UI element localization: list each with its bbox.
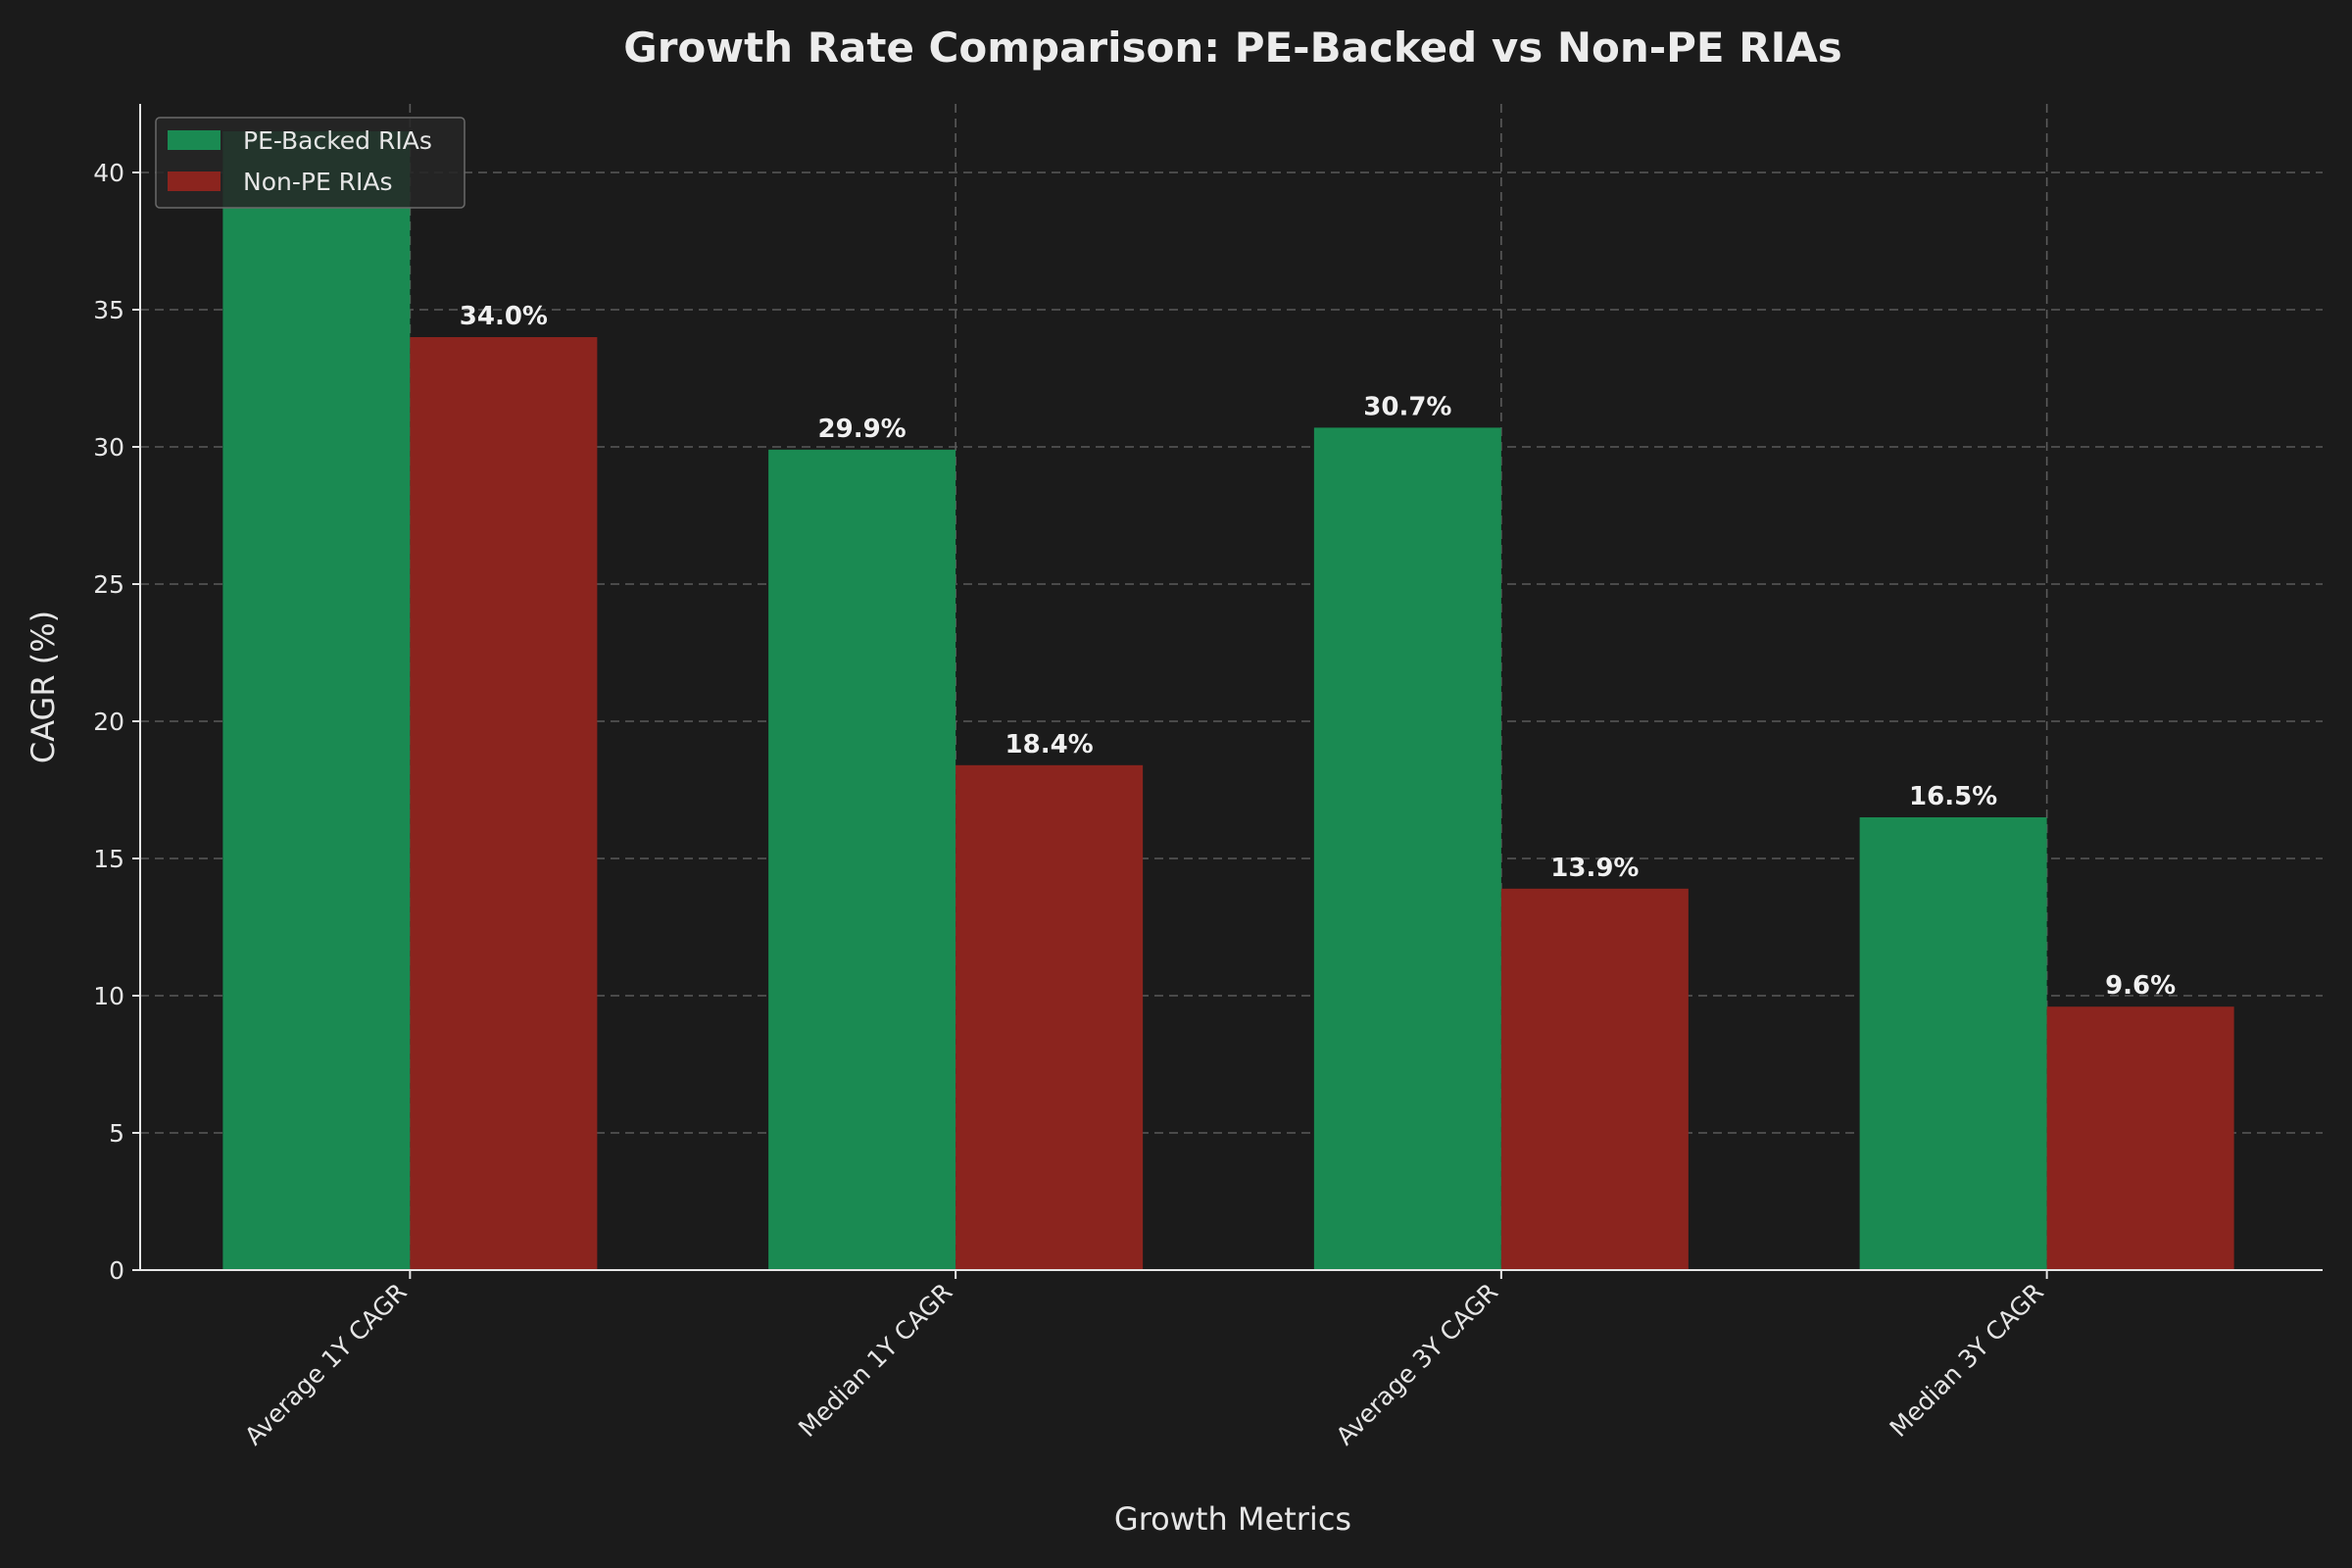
- bar-non-pe-2: [1500, 888, 1689, 1270]
- bar-non-pe-1: [956, 764, 1144, 1270]
- bar-value-label: 9.6%: [2105, 971, 2176, 1001]
- bar-pe-backed-1: [768, 449, 956, 1270]
- bar-pe-backed-2: [1313, 427, 1501, 1270]
- legend-box: [155, 117, 466, 209]
- y-axis-label: CAGR (%): [24, 611, 62, 763]
- legend-swatch-pe-backed: [168, 130, 220, 150]
- y-tick-label: 10: [93, 982, 124, 1010]
- bar-pe-backed-0: [222, 131, 411, 1270]
- y-tick-label: 5: [109, 1119, 124, 1148]
- axes: [139, 104, 2323, 1271]
- legend-label-non-pe: Non-PE RIAs: [243, 168, 393, 196]
- legend: PE-Backed RIAs Non-PE RIAs: [155, 117, 466, 209]
- bar-non-pe-0: [410, 337, 598, 1270]
- bar-value-label: 30.7%: [1363, 392, 1451, 421]
- y-tick-label: 0: [109, 1256, 124, 1285]
- bar-value-label: 18.4%: [1005, 730, 1094, 760]
- bar-value-label: 34.0%: [460, 302, 548, 331]
- bar-value-label: 16.5%: [1909, 782, 1997, 811]
- bar-value-label: 13.9%: [1550, 854, 1639, 883]
- y-tick-label: 35: [93, 296, 124, 324]
- bar-pe-backed-3: [1859, 817, 2047, 1270]
- bar-labels: 29.9% 30.7% 16.5% 34.0% 18.4% 13.9% 9.6%: [460, 302, 2176, 1001]
- y-tick-label: 30: [93, 433, 124, 462]
- bar-value-label: 29.9%: [818, 415, 906, 444]
- bar-non-pe-3: [2046, 1006, 2234, 1270]
- y-tick-label: 25: [93, 570, 124, 599]
- legend-label-pe-backed: PE-Backed RIAs: [243, 126, 432, 155]
- legend-swatch-non-pe: [168, 172, 220, 191]
- x-axis-label: Growth Metrics: [1114, 1500, 1351, 1538]
- y-tick-label: 15: [93, 845, 124, 873]
- y-tick-label: 20: [93, 708, 124, 736]
- y-ticks: 0 5 10 15 20 25 30 35 40: [93, 159, 140, 1285]
- y-tick-label: 40: [93, 159, 124, 187]
- bars: [222, 131, 2234, 1270]
- chart-title: Growth Rate Comparison: PE-Backed vs Non…: [623, 24, 1841, 72]
